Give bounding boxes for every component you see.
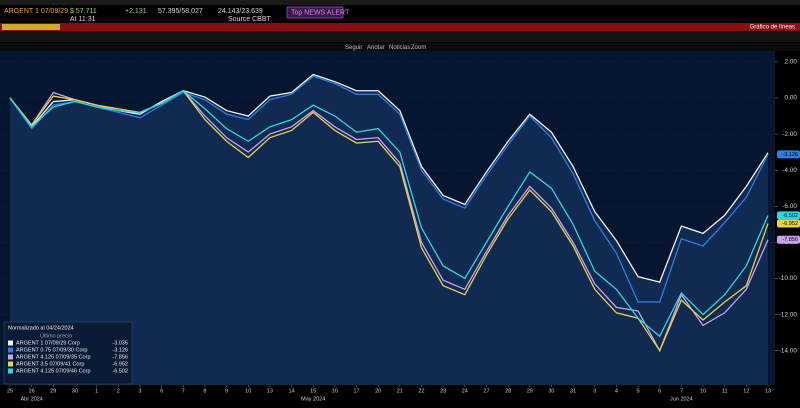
- x-tick-label: 27: [483, 388, 489, 394]
- x-tick-label: 24: [462, 388, 468, 394]
- x-tick-label: 31: [570, 388, 576, 394]
- y-tick-label: -14.00: [779, 347, 798, 354]
- x-tick-label: 30: [72, 388, 78, 394]
- series-line: [9, 73, 769, 283]
- y-tick-label: -6.00: [782, 203, 797, 210]
- x-tick-label: 14: [288, 388, 294, 394]
- legend-name: ARGENT 1 07/09/29 Corp: [16, 340, 80, 346]
- toolbar-item: Anotar: [367, 45, 385, 51]
- x-tick-label: 10: [700, 388, 706, 394]
- price: $ 57.711: [70, 8, 97, 15]
- x-tick-label: 28: [505, 388, 511, 394]
- legend-value: -6.952: [112, 361, 128, 367]
- security: ARGENT 1 07/09/29: [4, 8, 68, 15]
- toolbar: [0, 43, 800, 51]
- x-tick-label: 25: [7, 388, 13, 394]
- x-tick-label: 30: [548, 388, 554, 394]
- source: Source CBBT: [228, 16, 272, 23]
- x-tick-label: 20: [375, 388, 381, 394]
- x-tick-label: 7: [680, 388, 683, 394]
- x-tick-label: 4: [615, 388, 618, 394]
- legend-swatch: [8, 368, 13, 374]
- series-line: [9, 89, 769, 338]
- toolbar-item: Seguir: [345, 45, 362, 51]
- x-tick-label: 22: [418, 388, 424, 394]
- end-badge: [777, 211, 800, 220]
- legend-value: -7.856: [112, 354, 128, 360]
- x-tick-label: 12: [743, 388, 749, 394]
- y-tick-label: 0.00: [784, 95, 797, 102]
- month-label: Jun 2024: [670, 396, 693, 402]
- toolbar-item: Noticias: [389, 45, 410, 51]
- x-tick-label: 5: [637, 388, 640, 394]
- end-badge: [777, 150, 800, 159]
- panel-bar: [0, 23, 800, 31]
- x-tick-label: 6: [658, 388, 661, 394]
- x-tick-label: 29: [527, 388, 533, 394]
- x-tick-label: 15: [310, 388, 316, 394]
- end-value: -3.126: [782, 152, 798, 158]
- series-line: [9, 75, 769, 303]
- x-tick-label: 6: [160, 388, 163, 394]
- alert-box[interactable]: [286, 6, 344, 19]
- legend-name: ARGENT 4.125 07/09/35 Corp: [16, 354, 91, 360]
- x-tick-label: 21: [397, 388, 403, 394]
- legend-subtitle: Último precio: [40, 332, 72, 339]
- legend-name: ARGENT 0.75 07/09/30 Corp: [16, 347, 87, 353]
- y-tick-label: 2.00: [784, 59, 797, 66]
- yield: 24.143/23.639: [218, 8, 263, 15]
- legend-value: -6.502: [112, 368, 128, 374]
- x-tick-label: 3: [593, 388, 596, 394]
- legend-value: -3.126: [112, 347, 128, 353]
- x-tick-label: 11: [722, 388, 728, 394]
- legend-swatch: [8, 354, 13, 360]
- y-tick-label: -4.00: [782, 167, 797, 174]
- end-value: -7.856: [782, 237, 798, 243]
- title-bar: [0, 0, 800, 5]
- x-tick-label: 1: [95, 388, 98, 394]
- toolbar-item: Zoom: [411, 45, 426, 51]
- x-tick-label: 3: [138, 388, 141, 394]
- end-value: -6.502: [782, 213, 798, 219]
- options-bar: [0, 32, 800, 42]
- x-tick-label: 29: [50, 388, 56, 394]
- x-tick-label: 7: [182, 388, 185, 394]
- legend-title: Normalizado al 04/24/2024: [8, 325, 74, 331]
- legend-name: ARGENT 3.5 07/09/41 Corp: [16, 361, 84, 367]
- x-tick-label: 13: [765, 388, 771, 394]
- end-badge: [777, 219, 800, 228]
- time: At 11:31: [70, 16, 96, 23]
- x-tick-label: 17: [353, 388, 359, 394]
- month-label: May 2024: [301, 396, 325, 402]
- bid-ask: 57.395/58.027: [158, 8, 203, 15]
- x-tick-label: 10: [245, 388, 251, 394]
- x-tick-label: 8: [203, 388, 206, 394]
- legend-swatch: [8, 361, 13, 367]
- y-tick-label: -12.00: [779, 311, 798, 318]
- x-tick-label: 9: [225, 388, 228, 394]
- x-tick-label: 26: [29, 388, 35, 394]
- security-tab[interactable]: [2, 24, 60, 30]
- legend-box: [3, 321, 133, 385]
- area-fill: [10, 74, 768, 385]
- panel-title: Gráfico de líneas: [750, 25, 795, 31]
- x-tick-label: 2: [117, 388, 120, 394]
- legend-value: -3.035: [112, 340, 128, 346]
- month-label: Abr 2024: [20, 396, 42, 402]
- change: +2.131: [125, 8, 147, 15]
- legend-name: ARGENT 4.125 07/09/46 Corp: [16, 368, 91, 374]
- end-value: -6.952: [782, 221, 798, 227]
- legend-swatch: [8, 347, 13, 353]
- x-tick-label: 13: [267, 388, 273, 394]
- x-tick-label: 16: [332, 388, 338, 394]
- legend-swatch: [8, 340, 13, 346]
- y-tick-label: -10.00: [779, 275, 798, 282]
- end-badge: [777, 235, 800, 244]
- alert[interactable]: Top NEWS ALERT: [291, 9, 350, 16]
- x-tick-label: 23: [440, 388, 446, 394]
- y-tick-label: -2.00: [782, 131, 797, 138]
